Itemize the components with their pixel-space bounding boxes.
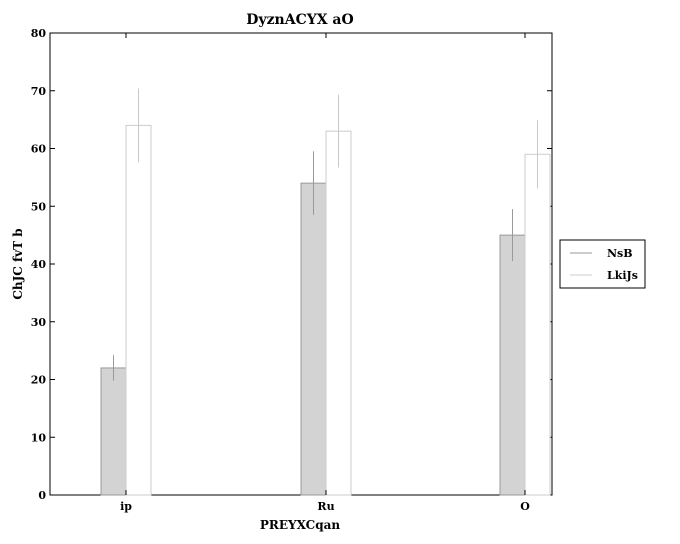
y-tick-label: 0 [38, 489, 46, 502]
x-tick-label: Ru [317, 500, 334, 513]
y-tick-label: 60 [31, 143, 47, 156]
bar-NsB-Ru [300, 182, 327, 496]
x-axis-label: PREYXCqan [260, 518, 341, 532]
bar-LkiJs-ip [125, 124, 152, 496]
y-axis-label: ChJC fvT b [11, 228, 25, 299]
bar-NsB-O [499, 234, 526, 496]
x-tick-label: ip [120, 500, 132, 513]
y-tick-label: 50 [31, 200, 47, 213]
legend-label-LkiJs: LkiJs [607, 269, 638, 282]
bar-NsB-ip [100, 367, 127, 496]
legend: NsB LkiJs [559, 239, 646, 289]
chart-title: DyznACYX aO [246, 12, 353, 28]
plot-area: 0 10 20 30 40 50 60 70 80 ip Ru O [31, 27, 553, 513]
legend-box [559, 239, 646, 289]
y-tick-label: 40 [31, 258, 47, 271]
y-tick-label: 20 [31, 374, 47, 387]
y-tick-label: 80 [31, 27, 47, 40]
y-tick-label: 30 [31, 316, 47, 329]
legend-label-NsB: NsB [607, 247, 633, 260]
bar-LkiJs-O [524, 153, 551, 496]
y-tick-label: 10 [31, 431, 47, 444]
bar-LkiJs-Ru [325, 130, 352, 496]
y-tick-label: 70 [31, 85, 47, 98]
x-tick-label: O [520, 500, 530, 513]
